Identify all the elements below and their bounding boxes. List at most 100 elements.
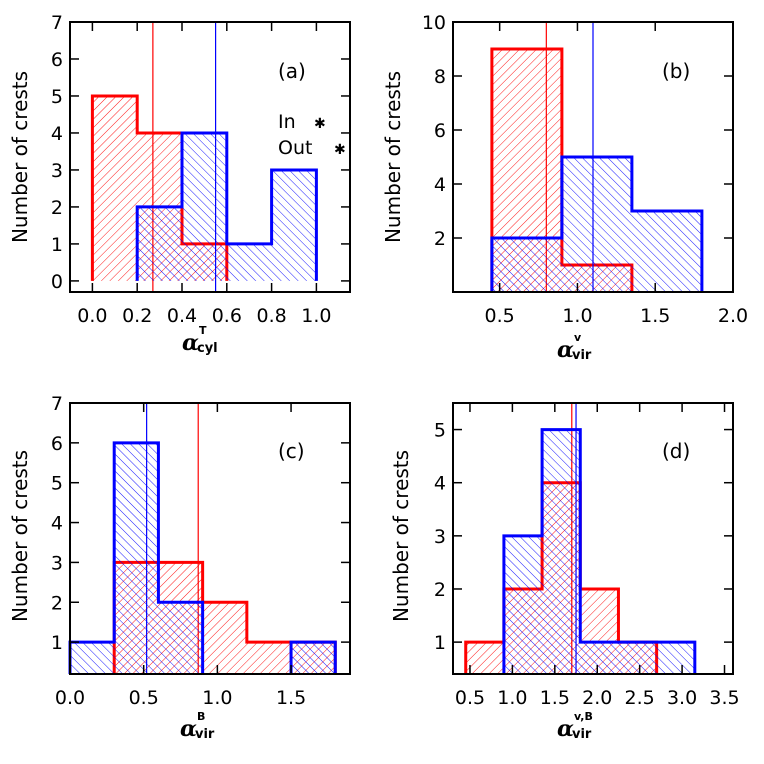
panel-d-out-outline [502, 428, 697, 674]
panel-d-ylabel: Number of crests [389, 450, 413, 622]
panel-b-label: (b) [662, 59, 690, 83]
panel-a-ytick-label: 3 [51, 160, 63, 182]
panel-a-ytick-label: 0 [51, 271, 63, 293]
panel-c-xlabel-symbol: α [180, 716, 197, 742]
panel-b-out-bar-0 [491, 238, 562, 292]
panel-d-xtick-label: 1.0 [497, 687, 527, 709]
panel-a-xlabel-sup: T [199, 324, 207, 337]
panel-c-in-bar-1 [202, 602, 247, 674]
panel-b-plot: 0.5 1.0 1.5 2.0 2 4 6 8 10 [422, 12, 748, 327]
panel-b-ytick-label: 8 [434, 66, 446, 88]
panel-c-xtick-label: 0.5 [129, 687, 159, 709]
panel-d-in-bar-0 [465, 642, 504, 674]
panel-a-plot: 0.0 0.2 0.4 0.6 0.8 1.0 0 1 2 3 4 5 6 7 [51, 12, 351, 327]
panel-c-label: (c) [278, 439, 305, 463]
panel-a-out-bar-0 [137, 206, 182, 281]
panel-c-frame [69, 402, 351, 675]
panel-d-plot: 0.5 1.0 1.5 2.0 2.5 3.0 3.5 1 2 3 4 5 [434, 402, 740, 709]
panel-c-ylabel: Number of crests [8, 450, 32, 622]
panel-c-ytick-label: 6 [51, 433, 63, 455]
panel-a-ytick-label: 7 [51, 12, 63, 34]
panel-c-out-bar-3 [291, 642, 336, 674]
panel-d-out-bar-1 [542, 429, 581, 674]
panel-c-out-bar-0 [70, 642, 115, 674]
panel-d: 0.5 1.0 1.5 2.0 2.5 3.0 3.5 1 2 3 4 5 (d) Number of… [389, 402, 740, 742]
panel-d-ytick-label: 3 [434, 526, 446, 548]
panel-a-ytick-label: 4 [51, 123, 63, 145]
panel-a-ytick-label: 5 [51, 86, 63, 108]
legend-marker-out: ✱ [334, 142, 346, 158]
panel-c-ytick-label: 1 [51, 632, 63, 654]
panel-b-ylabel: Number of crests [381, 71, 405, 243]
panel-a-ytick-label: 1 [51, 234, 63, 256]
panel-a-ticks: 0.0 0.2 0.4 0.6 0.8 1.0 0 1 2 3 4 5 6 7 [51, 12, 350, 327]
panel-d-ytick-label: 1 [434, 632, 446, 654]
panel-a-frame [69, 21, 351, 293]
panel-a: 0.0 0.2 0.4 0.6 0.8 1.0 0 1 2 3 4 5 6 7 (a) Number of… [8, 12, 351, 356]
panel-b-out-bar-1 [561, 157, 632, 292]
panel-c-series-out [68, 403, 337, 674]
panel-a-out-bar-2 [226, 243, 272, 281]
panel-a-out-outline [135, 131, 318, 281]
panel-c-ytick-label: 4 [51, 513, 63, 535]
panel-c: 0.0 0.5 1.0 1.5 1 2 3 4 5 6 7 (c) Number of crests… [8, 393, 351, 742]
panel-d-xtick-label: 0.5 [455, 687, 485, 709]
panel-b-xtick-label: 1.0 [562, 305, 592, 327]
panel-b-ytick-label: 10 [422, 12, 446, 34]
panel-a-xtick-label: 0.2 [122, 305, 152, 327]
panel-c-xtick-label: 0.0 [55, 687, 85, 709]
panel-d-xlabel-sub: vir [572, 727, 592, 742]
panel-c-xlabel: α vir B [180, 710, 215, 742]
panel-d-series-out [502, 403, 697, 674]
panel-d-xlabel: α vir v,B [557, 710, 593, 742]
panel-b-xtick-label: 2.0 [718, 305, 748, 327]
panel-b-ticks: 0.5 1.0 1.5 2.0 2 4 6 8 10 [422, 12, 748, 327]
panel-d-out-bar-0 [503, 535, 543, 674]
panel-c-xtick-label: 1.0 [202, 687, 232, 709]
panel-d-xtick-label: 2.5 [625, 687, 655, 709]
panel-c-xtick-label: 1.5 [276, 687, 306, 709]
panel-a-xtick-label: 0.0 [77, 305, 107, 327]
panel-d-xtick-label: 1.5 [540, 687, 570, 709]
panel-a-out-bar-1 [182, 132, 227, 281]
panel-b-ytick-label: 4 [434, 174, 446, 196]
panel-d-xlabel-symbol: α [557, 716, 574, 742]
panel-c-out-bar-2 [158, 602, 203, 674]
panel-b-xlabel: α vir v [557, 331, 592, 363]
panel-b-xlabel-sup: v [574, 331, 582, 344]
panel-b-out-outline [490, 155, 704, 292]
panel-c-ytick-label: 7 [51, 393, 63, 415]
panel-b-ytick-label: 6 [434, 120, 446, 142]
panel-d-ytick-label: 4 [434, 473, 446, 495]
panel-a-xlabel-symbol: α [182, 330, 199, 356]
panel-b-xlabel-symbol: α [557, 337, 574, 363]
legend-label-in: In [278, 111, 296, 133]
panel-a-xtick-label: 0.8 [256, 305, 286, 327]
panel-a-xlabel: α cyl T [182, 324, 218, 356]
panel-a-xtick-label: 1.0 [301, 305, 331, 327]
panel-c-out-bar-1 [114, 442, 159, 674]
panel-c-ytick-label: 3 [51, 552, 63, 574]
panel-a-ylabel: Number of crests [8, 71, 32, 243]
panel-a-xtick-label: 0.4 [167, 305, 197, 327]
panel-c-out-outline [68, 441, 337, 674]
panel-d-out-bar-3 [618, 642, 657, 674]
panel-b-xlabel-sub: vir [572, 348, 592, 363]
panel-c-ytick-label: 2 [51, 592, 63, 614]
panel-c-plot: 0.0 0.5 1.0 1.5 1 2 3 4 5 6 7 [51, 393, 351, 709]
panel-b-out-bar-2 [631, 211, 702, 292]
panel-d-xtick-label: 2.0 [582, 687, 612, 709]
legend-marker-in: ✱ [314, 116, 326, 132]
panel-b-ytick-label: 2 [434, 228, 446, 250]
panel-c-ytick-label: 5 [51, 473, 63, 495]
panel-b-xtick-label: 0.5 [485, 305, 515, 327]
legend-label-out: Out [278, 137, 312, 159]
panel-d-frame [452, 402, 734, 675]
panel-b-series-out [490, 22, 704, 292]
panel-a-ytick-label: 2 [51, 197, 63, 219]
panel-c-ticks: 0.0 0.5 1.0 1.5 1 2 3 4 5 6 7 [51, 393, 350, 709]
panel-b-frame [452, 21, 734, 293]
legend: In ✱ Out ✱ [278, 111, 346, 159]
